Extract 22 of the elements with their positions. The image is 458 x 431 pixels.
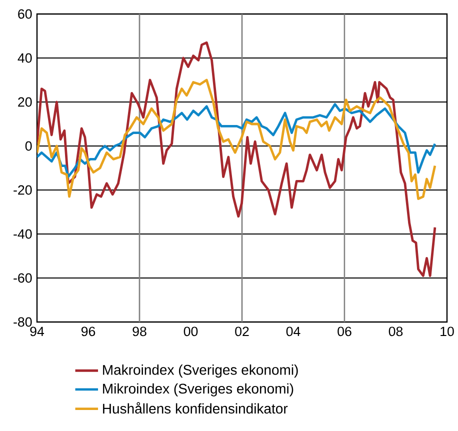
y-tick-label: -60 — [14, 273, 32, 283]
y-tick-label: 40 — [18, 53, 32, 63]
y-tick-label: 60 — [18, 9, 32, 19]
line-series — [37, 78, 436, 200]
x-tick-label: 04 — [286, 326, 300, 336]
legend-label: Hushållens konfidensindikator — [103, 402, 288, 414]
legend-label: Makroindex (Sveriges ekonomi) — [103, 364, 298, 378]
y-tick-label: -20 — [14, 185, 32, 195]
x-tick-label: 96 — [81, 326, 96, 336]
x-tick-label: 02 — [235, 326, 249, 336]
legend-label: Mikroindex (Sveriges ekonomi) — [103, 383, 294, 396]
x-tick-label: 10 — [440, 326, 454, 336]
y-tick-label: -80 — [14, 317, 32, 327]
line-series — [37, 41, 436, 277]
x-tick-label: 98 — [132, 326, 146, 336]
x-tick-label: 06 — [338, 326, 352, 336]
y-tick-label: 0 — [25, 141, 32, 151]
x-tick-label: 08 — [388, 326, 403, 336]
y-tick-label: 20 — [18, 97, 32, 107]
x-tick-label: 00 — [184, 326, 198, 336]
y-tick-label: -40 — [14, 229, 32, 239]
x-tick-label: 94 — [30, 326, 44, 336]
